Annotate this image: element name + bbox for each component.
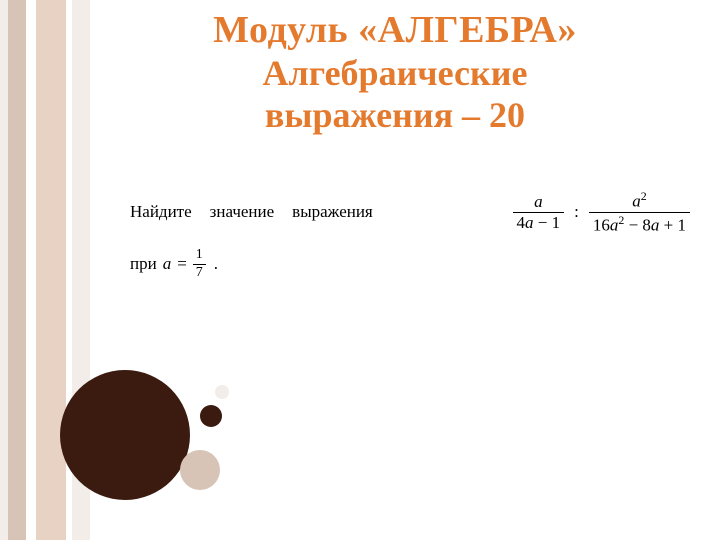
den-tail: − 1 [534,213,561,232]
num-var: a [632,192,641,211]
den-var: a [525,213,534,232]
problem-text: Найдитезначениевыражения a 4a − 1 : a2 1… [130,190,690,280]
den-mid: − 8 [624,215,651,234]
word: значение [210,202,275,221]
fraction-1: a 4a − 1 [513,193,565,232]
word: Найдите [130,202,192,221]
fraction-2: a2 16a2 − 8a + 1 [589,190,690,234]
condition-eq: = [177,254,187,274]
stripe [0,0,8,540]
division-op: : [572,202,581,222]
condition-fraction: 1 7 [193,248,206,280]
cond-num: 1 [193,248,206,263]
condition-prefix: при [130,254,157,274]
decor-circle-large [60,370,190,500]
stripe [8,0,26,540]
den-coeff: 16 [593,215,610,234]
expression: a 4a − 1 : a2 16a2 − 8a + 1 [513,190,690,234]
title-line-3: выражения – 20 [90,94,700,136]
den-tail: + 1 [659,215,686,234]
slide-title: Модуль «АЛГЕБРА» Алгебраические выражени… [90,8,700,136]
stripe [36,0,66,540]
title-line-1: Модуль «АЛГЕБРА» [90,8,700,52]
word: выражения [292,202,373,221]
decor-circle-small-dark [200,405,222,427]
numerator: a [534,192,543,211]
problem-lead: Найдите значение выражения [130,202,373,222]
period: . [214,254,218,274]
num-sup: 2 [641,189,647,203]
problem-row-2: при a = 1 7 . [130,248,690,280]
decor-circle-tiny-light [215,385,229,399]
problem-row-1: Найдитезначениевыражения a 4a − 1 : a2 1… [130,190,690,234]
cond-den: 7 [193,266,206,281]
title-line-2: Алгебраические [90,52,700,94]
stripe [26,0,36,540]
den-coeff: 4 [517,213,526,232]
condition-var: a [163,254,172,274]
decor-circle-mid [180,450,220,490]
